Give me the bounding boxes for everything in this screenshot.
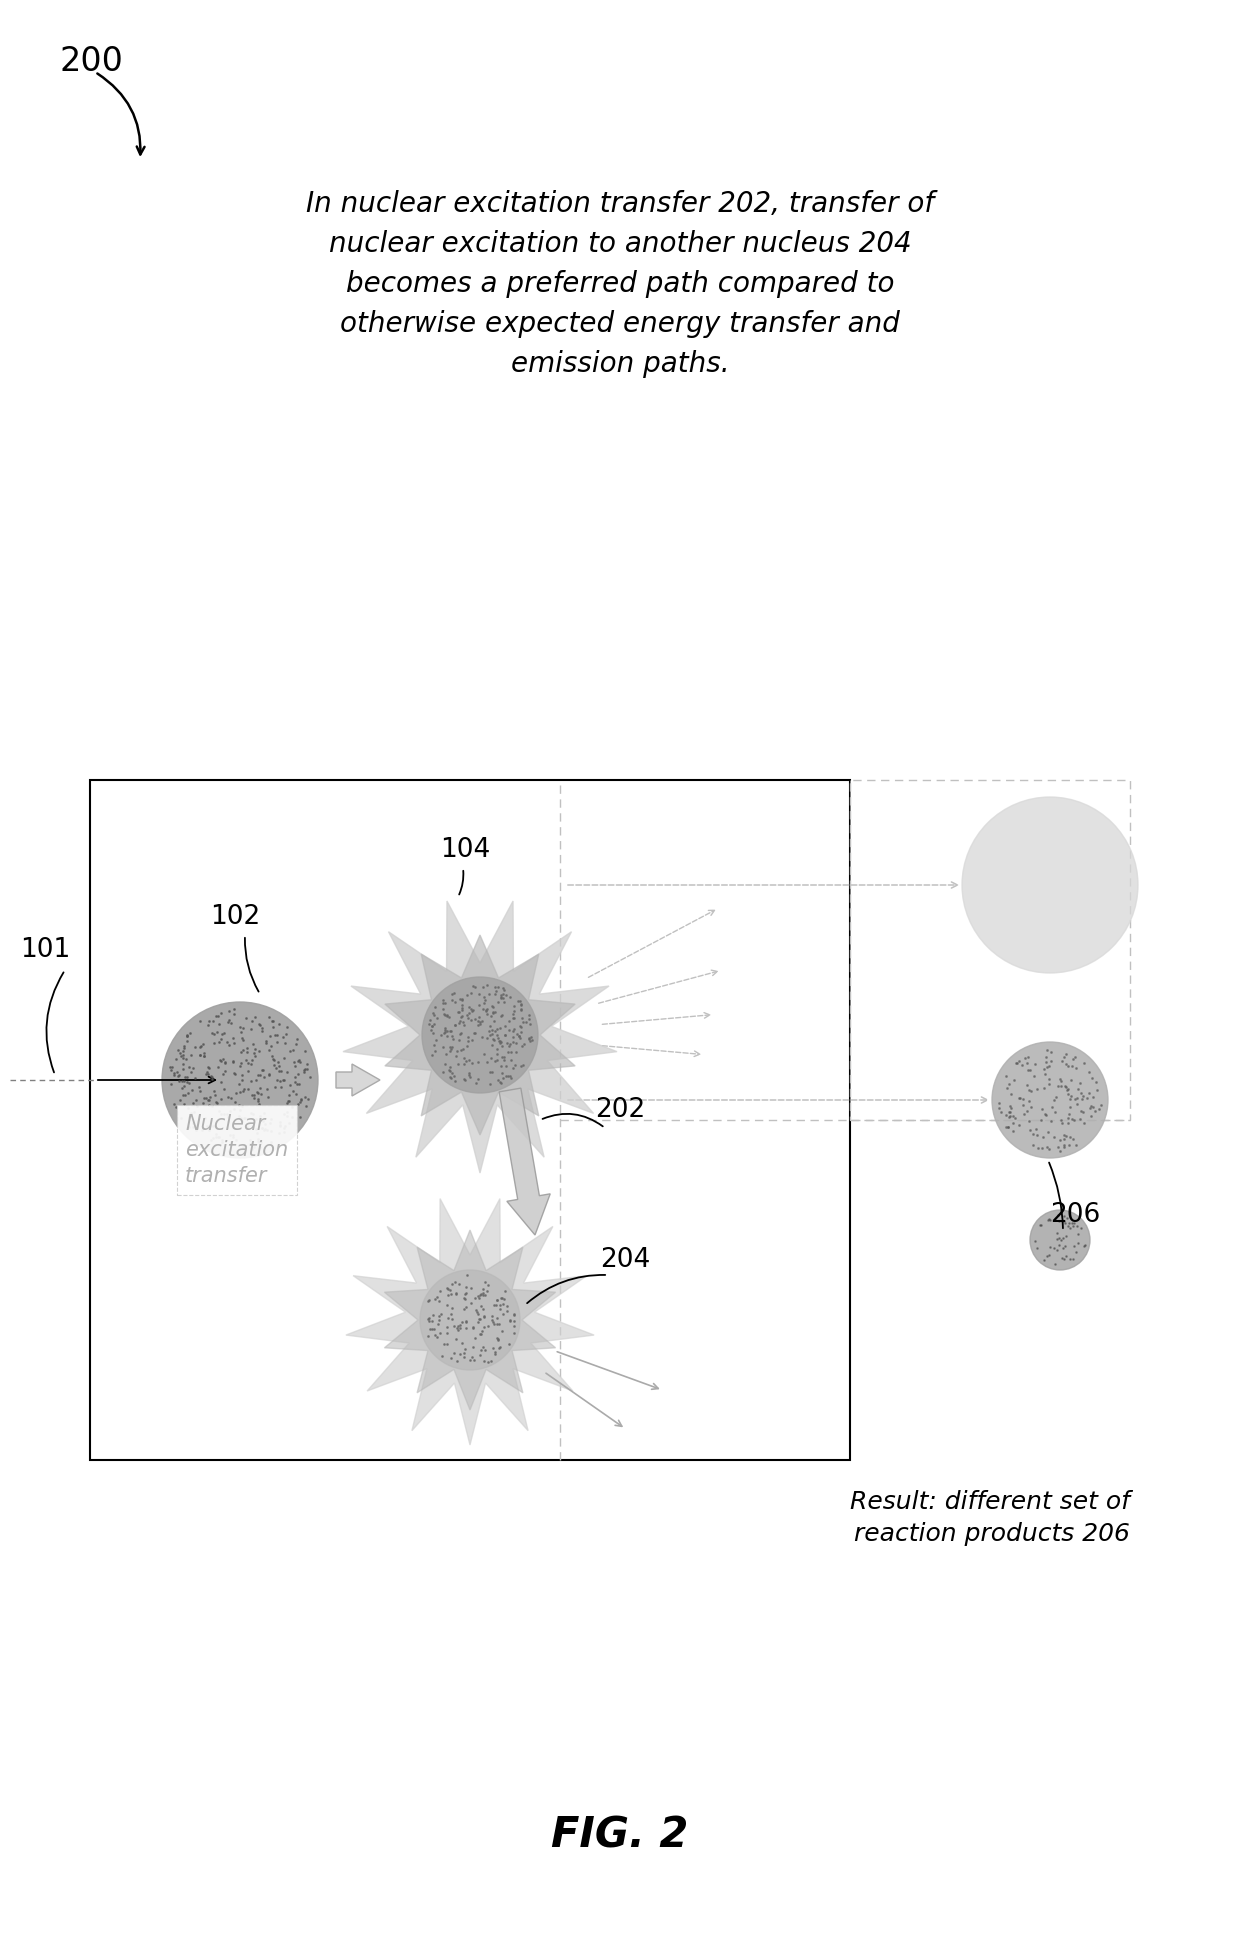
FancyArrowPatch shape bbox=[46, 973, 63, 1072]
FancyArrowPatch shape bbox=[543, 1113, 603, 1127]
Circle shape bbox=[962, 798, 1138, 973]
Polygon shape bbox=[500, 1088, 551, 1234]
Circle shape bbox=[162, 1002, 317, 1158]
Bar bbox=[91, 780, 849, 1461]
Text: 104: 104 bbox=[440, 837, 490, 864]
Polygon shape bbox=[343, 901, 618, 1174]
Text: 101: 101 bbox=[20, 938, 71, 963]
Text: FIG. 2: FIG. 2 bbox=[552, 1814, 688, 1856]
Bar bbox=[849, 780, 1130, 1119]
Polygon shape bbox=[384, 1230, 556, 1410]
Text: 200: 200 bbox=[60, 45, 124, 78]
FancyArrowPatch shape bbox=[1049, 1162, 1063, 1228]
Circle shape bbox=[420, 1269, 520, 1371]
Text: In nuclear excitation transfer 202, transfer of
nuclear excitation to another nu: In nuclear excitation transfer 202, tran… bbox=[306, 189, 934, 378]
Text: Nuclear
excitation
transfer: Nuclear excitation transfer bbox=[185, 1113, 288, 1186]
Text: 206: 206 bbox=[1050, 1201, 1100, 1228]
FancyArrowPatch shape bbox=[98, 74, 145, 154]
Circle shape bbox=[992, 1041, 1109, 1158]
Circle shape bbox=[422, 977, 538, 1094]
Text: 202: 202 bbox=[595, 1098, 645, 1123]
Text: 102: 102 bbox=[210, 905, 260, 930]
Polygon shape bbox=[384, 934, 575, 1135]
FancyArrowPatch shape bbox=[527, 1275, 605, 1303]
Polygon shape bbox=[336, 1065, 379, 1096]
FancyArrowPatch shape bbox=[459, 872, 464, 895]
Text: Result: different set of
reaction products 206: Result: different set of reaction produc… bbox=[851, 1490, 1130, 1546]
Polygon shape bbox=[346, 1199, 594, 1445]
FancyArrowPatch shape bbox=[244, 938, 259, 993]
Text: 204: 204 bbox=[600, 1246, 650, 1273]
Circle shape bbox=[1030, 1211, 1090, 1269]
